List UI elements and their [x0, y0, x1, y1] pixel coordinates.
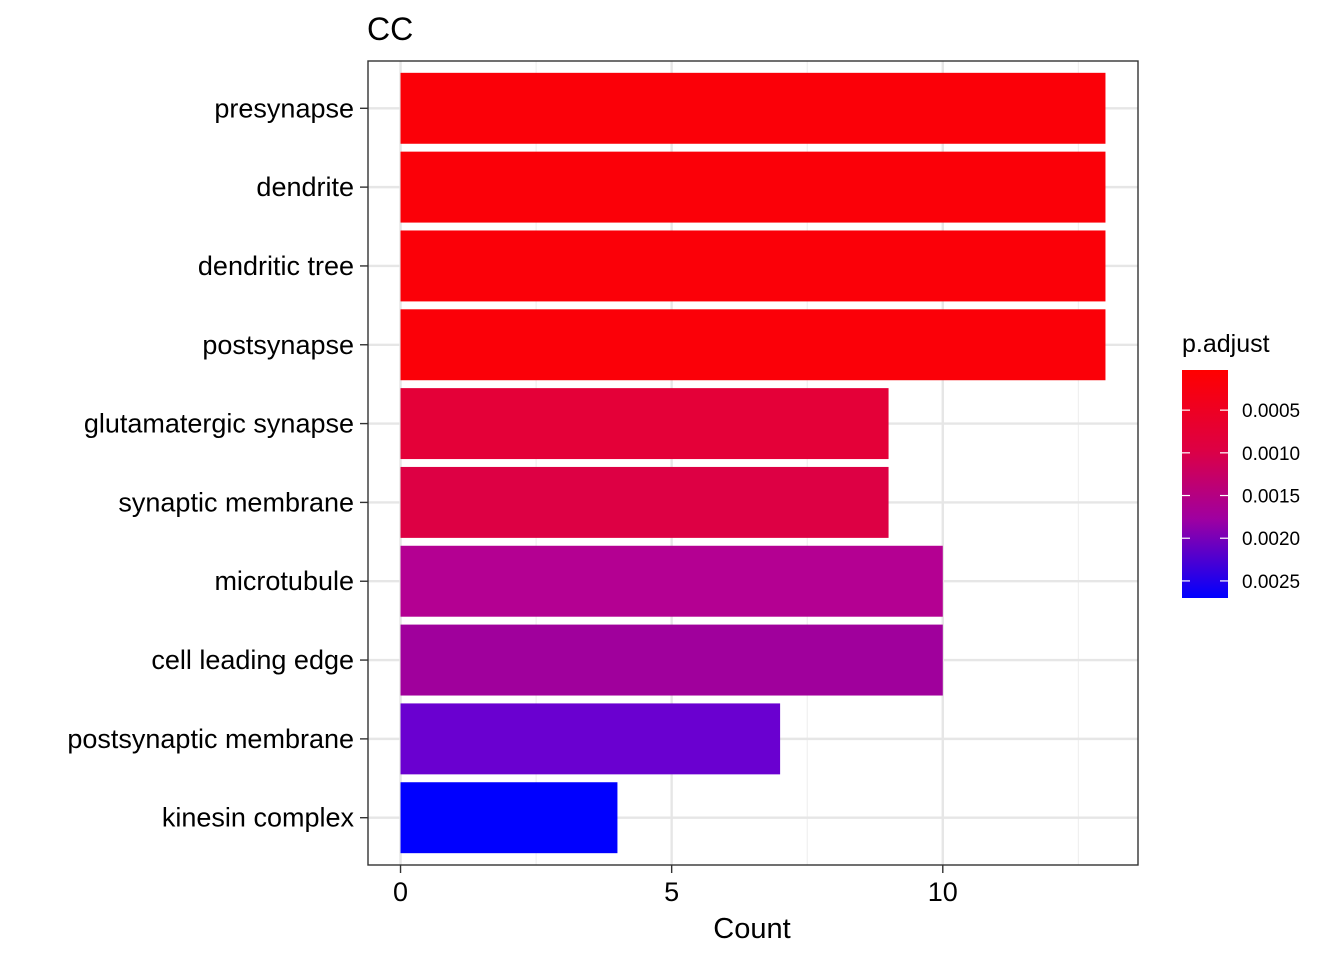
bar-glutamatergic-synapse	[400, 388, 889, 460]
panel-border	[367, 60, 1139, 866]
legend-tick-label: 0.0015	[1242, 487, 1300, 508]
legend-colorbar	[1182, 370, 1228, 598]
category-label: microtubule	[214, 566, 354, 596]
bar-dendritic-tree	[400, 230, 1106, 302]
bar-postsynapse	[400, 309, 1106, 381]
legend-tick-label: 0.0005	[1242, 401, 1300, 422]
legend-tick-label: 0.0025	[1242, 572, 1300, 593]
legend-tick-label: 0.0010	[1242, 444, 1300, 465]
category-label: postsynapse	[202, 330, 354, 360]
bar-postsynaptic-membrane	[400, 703, 781, 775]
category-label: dendritic tree	[198, 251, 354, 281]
bar-dendrite	[400, 151, 1106, 223]
x-axis-title: Count	[713, 913, 790, 945]
category-label: cell leading edge	[151, 645, 354, 675]
x-tick-label: 0	[393, 877, 408, 907]
x-tick-label: 10	[928, 877, 958, 907]
category-label: kinesin complex	[162, 803, 355, 833]
bar-microtubule	[400, 545, 943, 617]
bar-kinesin-complex	[400, 782, 618, 854]
category-label: presynapse	[214, 93, 354, 123]
x-tick-label: 5	[664, 877, 679, 907]
category-label: dendrite	[256, 172, 354, 202]
legend-title: p.adjust	[1182, 330, 1270, 358]
category-label: postsynaptic membrane	[67, 724, 354, 754]
bar-presynapse	[400, 72, 1106, 144]
legend-tick-label: 0.0020	[1242, 529, 1300, 550]
bar-cell-leading-edge	[400, 624, 943, 696]
category-label: synaptic membrane	[118, 487, 354, 517]
bar-synaptic-membrane	[400, 466, 889, 538]
chart-title: CC	[367, 11, 413, 47]
category-label: glutamatergic synapse	[84, 409, 354, 439]
